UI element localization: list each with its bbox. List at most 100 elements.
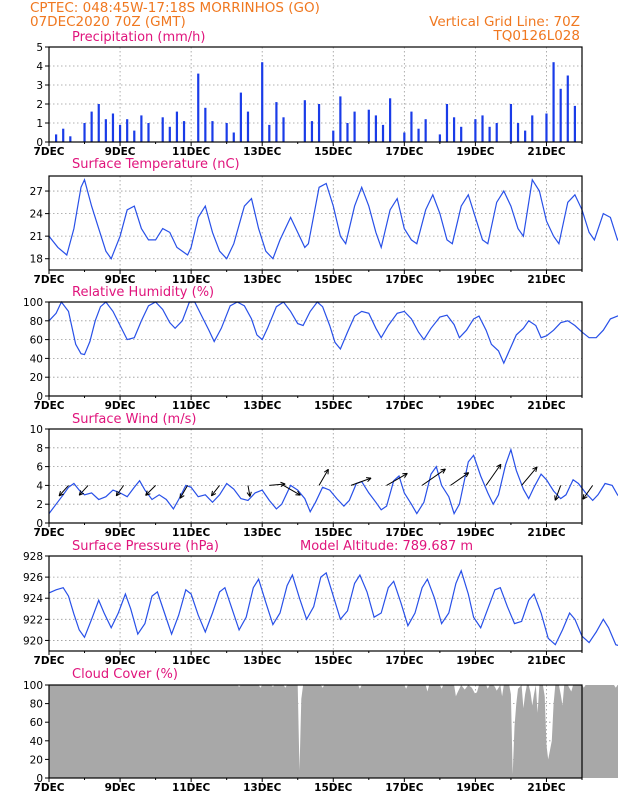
x-tick-label: 13DEC	[243, 400, 282, 412]
precip-bar	[310, 121, 314, 142]
x-tick-label: 7DEC	[34, 527, 65, 539]
x-tick-label: 7DEC	[34, 146, 65, 158]
x-tick-label: 7DEC	[34, 274, 65, 286]
y-tick-label: 4	[36, 61, 43, 73]
x-tick-label: 9DEC	[105, 400, 136, 412]
y-tick-label: 2	[36, 99, 43, 111]
wind-arrow	[450, 472, 470, 486]
header-grid-line: Vertical Grid Line: 70Z	[429, 14, 580, 30]
wind-arrow	[115, 485, 125, 497]
precip-bar	[282, 117, 285, 142]
pressure-title: Surface Pressure (hPa)	[72, 539, 219, 554]
precip-bar	[55, 134, 58, 142]
precip-bar	[204, 107, 207, 142]
y-tick-label: 21	[30, 231, 43, 243]
wind-arrow	[318, 468, 329, 486]
precip-bar	[197, 73, 200, 142]
y-tick-label: 60	[30, 717, 43, 729]
y-tick-label: 100	[23, 680, 43, 692]
y-tick-label: 6	[36, 462, 43, 474]
y-tick-label: 926	[23, 572, 43, 584]
x-tick-label: 13DEC	[243, 527, 282, 539]
x-tick-label: 11DEC	[172, 782, 211, 794]
wind-arrow	[179, 485, 189, 499]
y-tick-label: 2	[36, 499, 43, 511]
wind-arrow	[283, 484, 301, 496]
precip-bar	[566, 75, 569, 142]
pressure-panel: Surface Pressure (hPa) Model Altitude: 78…	[23, 539, 618, 667]
precip-bar	[524, 130, 527, 142]
wind-arrow	[350, 477, 372, 486]
x-tick-label: 17DEC	[385, 146, 424, 158]
precip-bar	[239, 92, 242, 142]
x-tick-label: 15DEC	[314, 782, 353, 794]
temperature-panel: Surface Temperature (nC) 18 21 24 27 7DEC 9DEC…	[30, 157, 618, 286]
precip-bar	[317, 104, 321, 142]
y-tick-label: 0	[36, 518, 43, 530]
precip-bar	[246, 111, 250, 142]
y-tick-label: 20	[30, 754, 43, 766]
precip-bar	[552, 62, 555, 143]
wind-arrow	[78, 485, 89, 496]
x-tick-label: 11DEC	[172, 274, 211, 286]
x-tick-label: 17DEC	[385, 655, 424, 667]
x-tick-label: 15DEC	[314, 274, 353, 286]
wind-arrow	[246, 485, 252, 497]
y-tick-label: 20	[30, 372, 43, 384]
precip-bar	[531, 115, 534, 142]
y-tick-label: 24	[30, 209, 44, 221]
x-tick-label: 21DEC	[527, 400, 566, 412]
y-tick-label: 4	[36, 480, 43, 492]
y-tick-label: 27	[30, 186, 43, 198]
y-tick-label: 1	[36, 118, 43, 130]
wind-arrow	[554, 485, 562, 501]
precip-bar	[332, 130, 335, 142]
x-tick-label: 19DEC	[456, 782, 495, 794]
x-tick-label: 15DEC	[314, 400, 353, 412]
header-run-time: 07DEC2020 70Z (GMT)	[30, 14, 186, 30]
precip-bar	[303, 100, 306, 142]
cloud-panel: Cloud Cover (%) 0 20 40 60 80 100 7DEC 9DEC 11DEC…	[23, 667, 618, 794]
precip-bar	[339, 96, 342, 142]
precip-bar	[410, 111, 413, 142]
header-location: CPTEC: 048:45W-17:18S MORRINHOS (GO)	[30, 0, 320, 16]
x-tick-label: 7DEC	[34, 782, 65, 794]
x-tick-label: 21DEC	[527, 274, 566, 286]
precip-bar	[374, 115, 378, 142]
wind-title: Surface Wind (m/s)	[72, 412, 196, 427]
x-tick-label: 9DEC	[105, 146, 136, 158]
y-tick-label: 80	[30, 316, 43, 328]
y-tick-label: 0	[36, 773, 43, 785]
precip-bar	[182, 121, 186, 142]
precip-bar	[268, 124, 271, 142]
y-tick-label: 18	[30, 254, 43, 266]
wind-panel: Surface Wind (m/s) 0 2 4 6 8 10 7DEC 9DEC 11DEC 13…	[30, 412, 618, 539]
precip-bar	[353, 111, 356, 142]
precip-bar	[516, 123, 520, 142]
precip-bar	[389, 98, 392, 142]
wind-line	[48, 447, 618, 516]
humidity-title: Relative Humidity (%)	[72, 285, 214, 300]
precip-bar	[140, 115, 143, 142]
precip-bar	[460, 126, 463, 142]
wind-arrow	[421, 468, 446, 486]
precip-bar	[417, 128, 420, 142]
x-tick-label: 13DEC	[243, 655, 282, 667]
y-tick-label: 922	[23, 614, 43, 626]
precip-bar	[175, 111, 179, 142]
precip-bar	[452, 117, 456, 142]
wind-arrow	[521, 466, 538, 486]
precip-bar	[90, 111, 93, 142]
y-tick-label: 40	[30, 736, 43, 748]
precip-bar	[381, 124, 385, 142]
y-tick-label: 10	[30, 424, 43, 436]
pressure-frame	[48, 555, 583, 652]
y-tick-label: 5	[36, 42, 43, 54]
precip-bar	[62, 128, 65, 142]
x-tick-label: 11DEC	[172, 146, 211, 158]
precip-bar	[147, 123, 150, 142]
y-tick-label: 920	[23, 635, 43, 647]
x-tick-label: 13DEC	[243, 146, 282, 158]
x-tick-label: 7DEC	[34, 400, 65, 412]
precip-bar	[126, 119, 129, 142]
